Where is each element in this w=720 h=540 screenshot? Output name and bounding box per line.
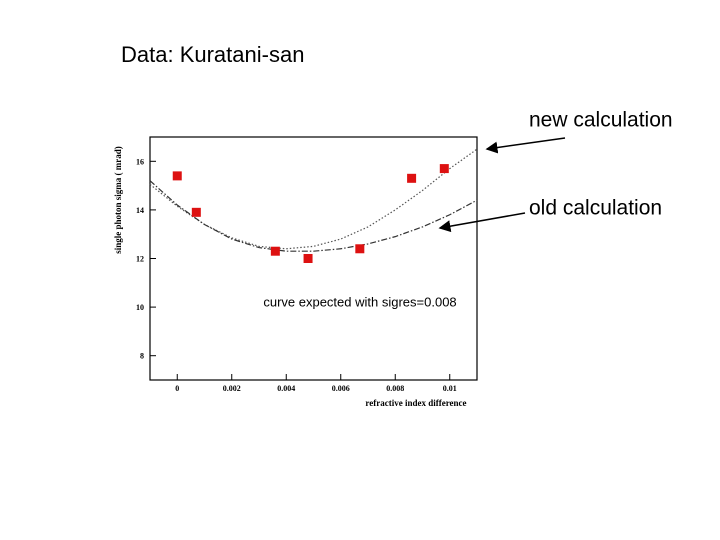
callout-label: old calculation — [529, 197, 662, 220]
x-tick-label: 0.002 — [223, 384, 241, 393]
y-tick-label: 10 — [136, 303, 144, 312]
callout-arrow — [438, 212, 526, 233]
data-point — [270, 246, 280, 256]
plot-frame — [149, 136, 478, 381]
x-tick-label: 0.004 — [277, 384, 295, 393]
data-point — [355, 244, 365, 254]
x-axis-label: refractive index difference — [365, 398, 466, 408]
callout-label: new calculation — [529, 109, 673, 132]
x-tick-label: 0.006 — [332, 384, 350, 393]
x-tick-label: 0.008 — [386, 384, 404, 393]
y-tick-label: 12 — [136, 255, 144, 264]
data-point — [439, 164, 449, 174]
slide-title: Data: Kuratani-san — [121, 42, 304, 67]
x-tick-label: 0.01 — [443, 384, 457, 393]
curve — [149, 148, 478, 250]
y-tick-label: 14 — [136, 206, 144, 215]
annotation: curve expected with sigres=0.008 — [263, 294, 456, 309]
y-tick-label: 8 — [140, 352, 144, 361]
y-axis-label: single photon sigma ( mrad) — [113, 146, 123, 254]
callout-arrow — [485, 137, 566, 154]
y-tick-label: 16 — [136, 157, 144, 166]
data-point — [191, 207, 201, 217]
data-point — [407, 173, 417, 183]
data-point — [303, 254, 313, 263]
data-point — [172, 171, 182, 181]
curve — [149, 180, 478, 252]
x-tick-label: 0 — [175, 384, 179, 393]
